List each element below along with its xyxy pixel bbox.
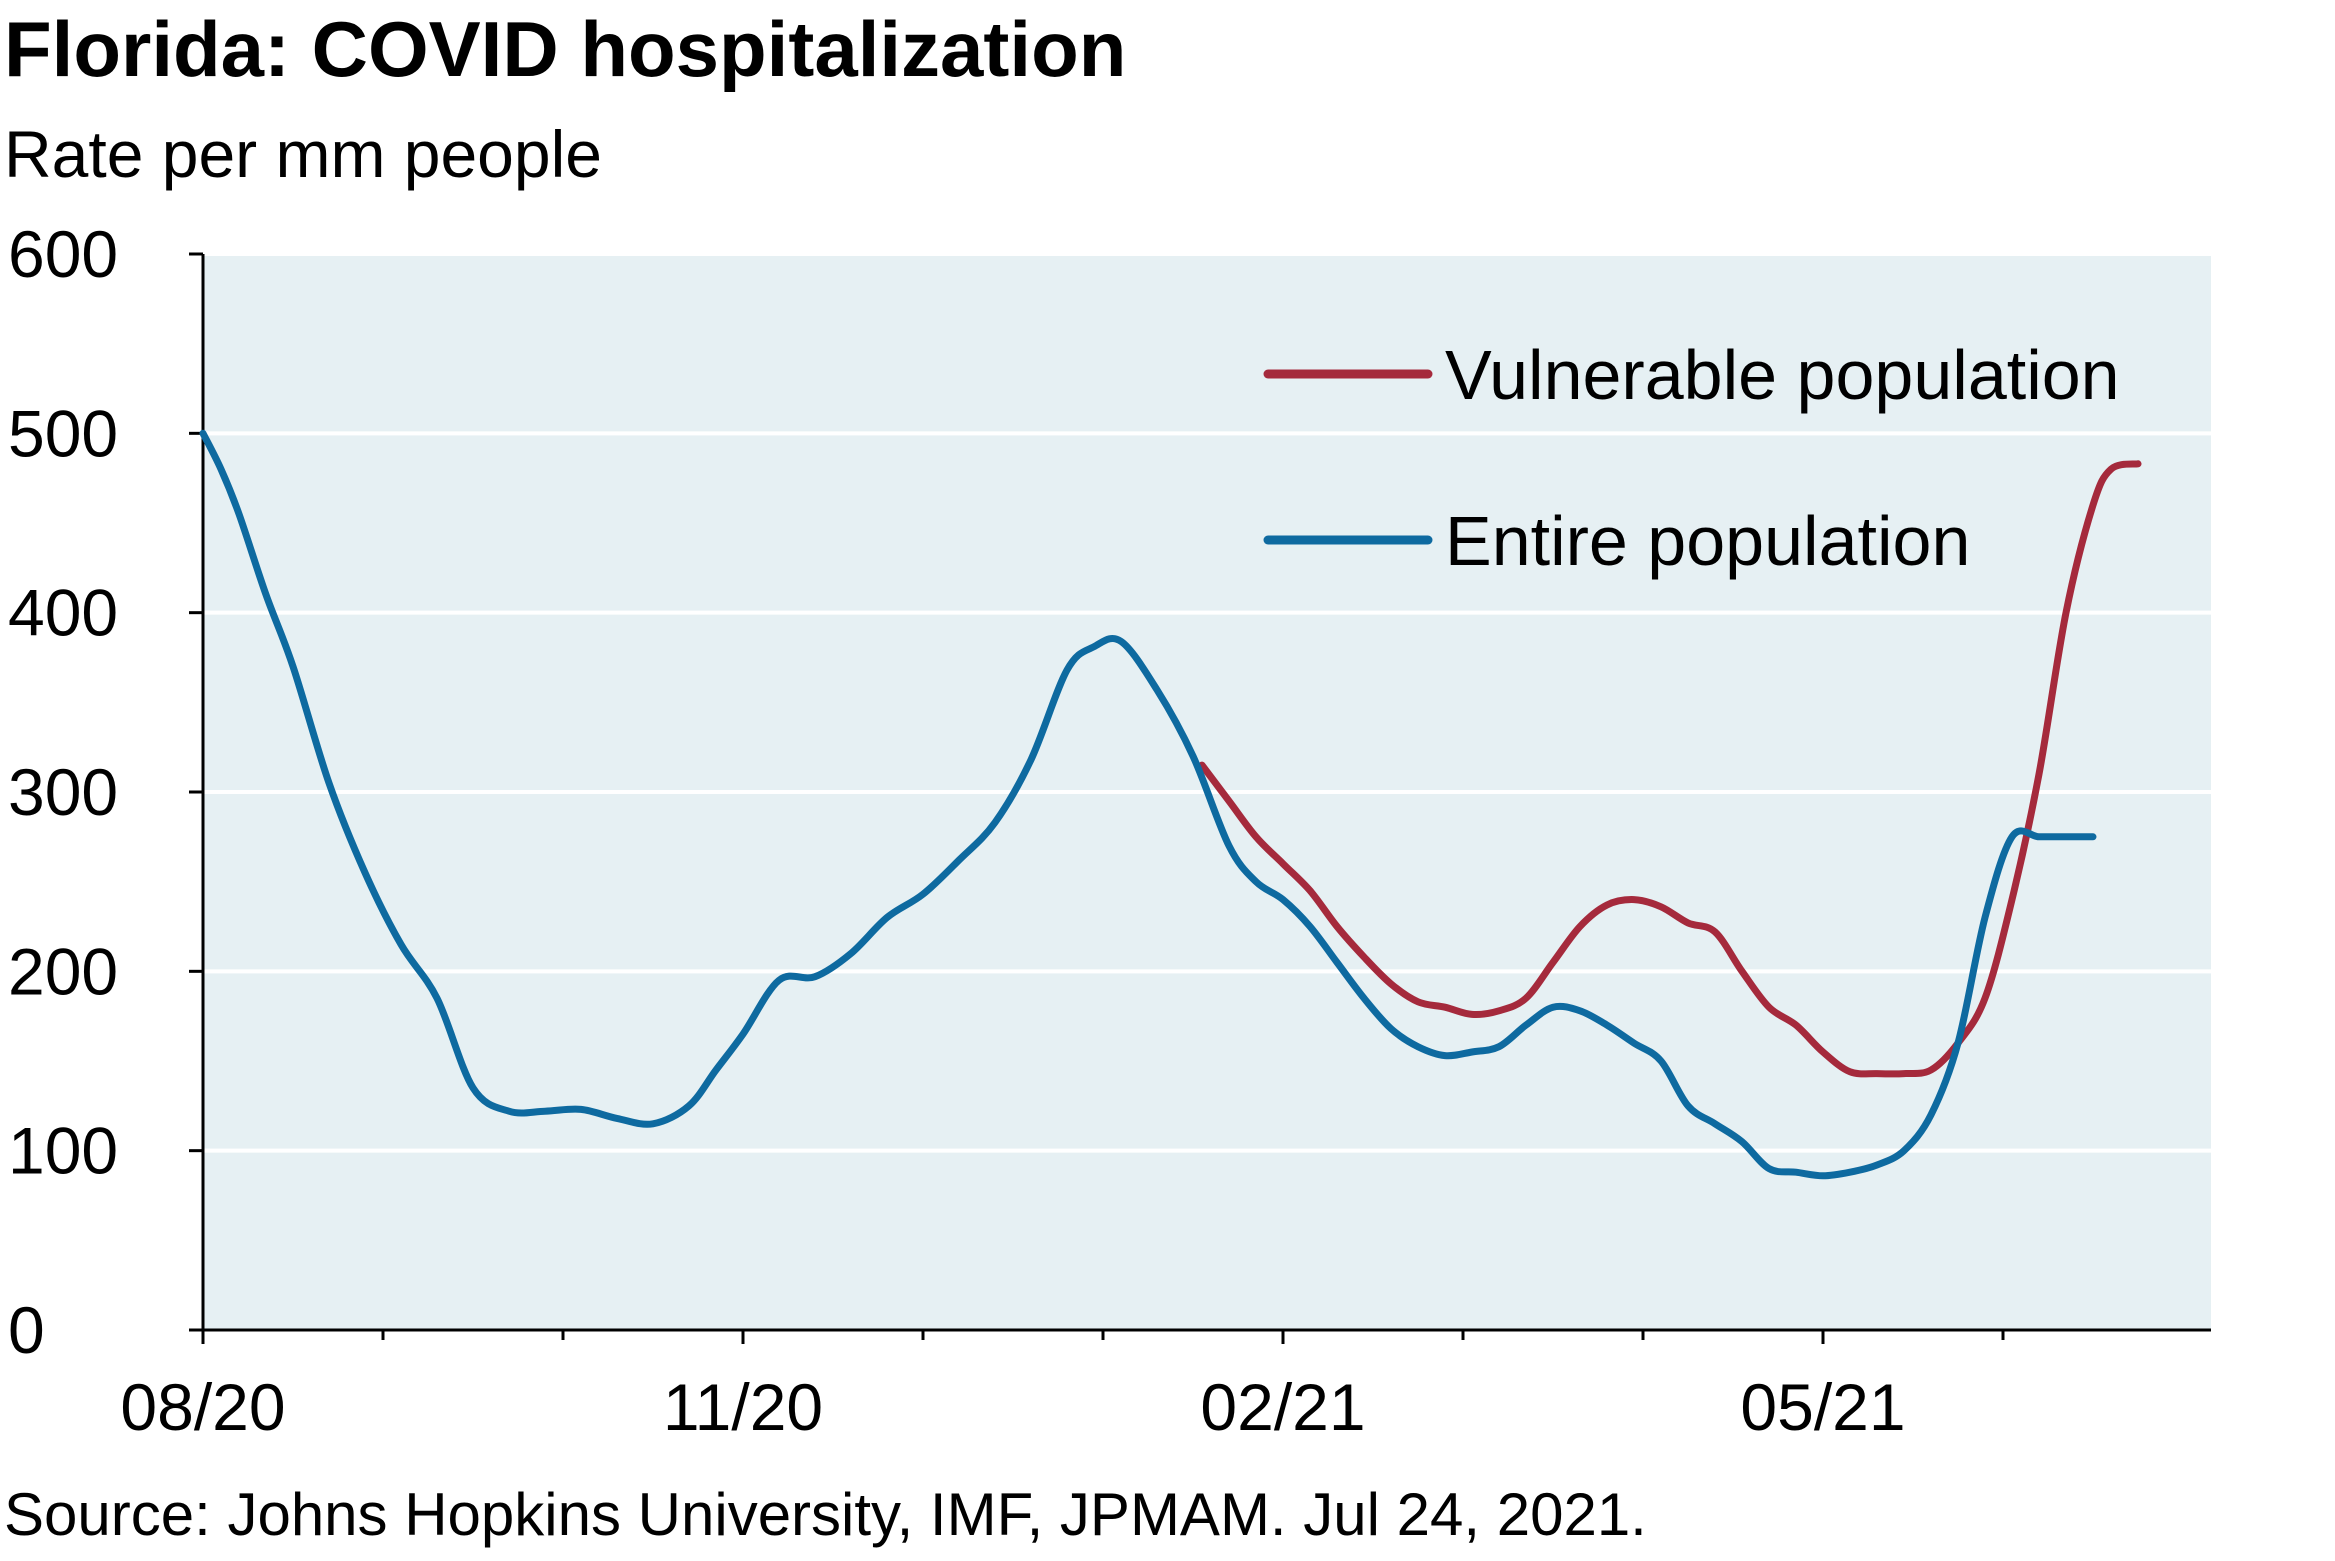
series-lines bbox=[199, 429, 2142, 1180]
y-tick-label-300: 300 bbox=[8, 755, 118, 829]
x-tick-label-11-20: 11/20 bbox=[663, 1370, 823, 1444]
x-tick-label-02-21: 02/21 bbox=[1200, 1370, 1365, 1444]
y-tick-label-500: 500 bbox=[8, 396, 118, 470]
y-tick-label-600: 600 bbox=[8, 217, 118, 291]
legend: Vulnerable population Entire population bbox=[1263, 336, 2120, 580]
axes: 0 100 200 300 400 500 600 08/20 11/20 02/21 05/21 bbox=[8, 217, 2211, 1444]
y-tick-label-0: 0 bbox=[8, 1293, 45, 1367]
legend-item-vulnerable-label: Vulnerable population bbox=[1445, 336, 2120, 414]
series-line-vulnerable-population bbox=[1198, 460, 2142, 1078]
y-tick-label-400: 400 bbox=[8, 576, 118, 650]
y-tick-label-200: 200 bbox=[8, 934, 118, 1008]
y-tick-label-100: 100 bbox=[8, 1114, 118, 1188]
chart-subtitle: Rate per mm people bbox=[4, 117, 602, 191]
x-tick-label-08-20: 08/20 bbox=[120, 1370, 285, 1444]
legend-item-entire-label: Entire population bbox=[1445, 502, 1970, 580]
series-line-entire-population bbox=[199, 429, 2097, 1180]
gridlines bbox=[203, 252, 2211, 1153]
chart-title: Florida: COVID hospitalization bbox=[4, 5, 1127, 93]
chart-source-note: Source: Johns Hopkins University, IMF, J… bbox=[4, 1481, 1647, 1548]
x-tick-label-05-21: 05/21 bbox=[1740, 1370, 1905, 1444]
